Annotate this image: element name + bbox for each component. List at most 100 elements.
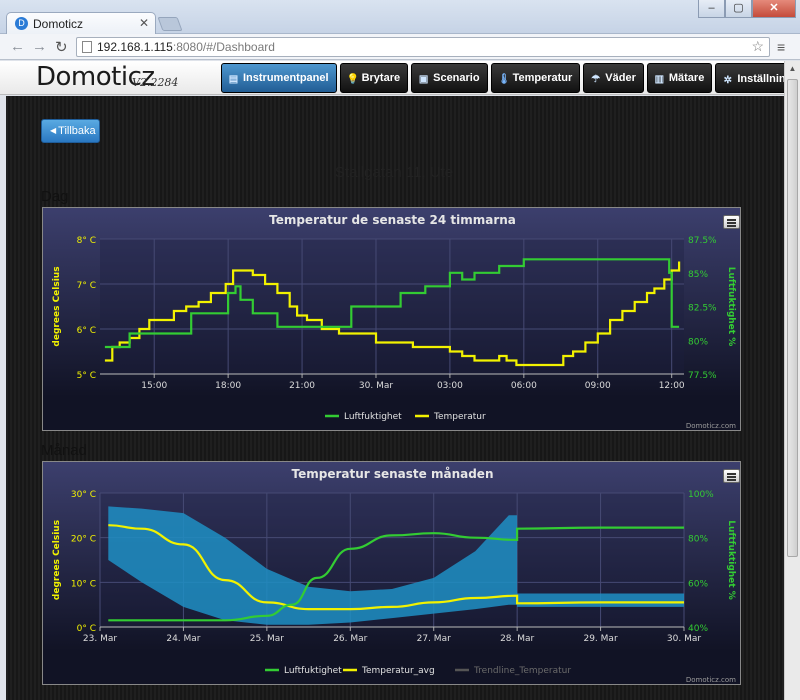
bookmark-star-icon[interactable]: ☆ xyxy=(751,38,764,54)
tab-close-icon[interactable]: ✕ xyxy=(138,16,149,30)
weather-icon: ☂ xyxy=(591,74,601,85)
window-close-icon[interactable]: ✕ xyxy=(752,0,796,18)
nav-item-label: Väder xyxy=(605,72,636,84)
back-button-label: Tillbaka xyxy=(58,125,96,137)
chart-credit: Domoticz.com xyxy=(686,422,736,430)
chart-svg: Temperatur de senaste 24 timmarna 5° C 6° … xyxy=(52,213,736,430)
browser-titlebar: D Domoticz ✕ – ▢ ✕ xyxy=(0,0,800,34)
y2-tick-label: 60% xyxy=(688,579,708,589)
back-button[interactable]: ◀ Tillbaka xyxy=(41,119,100,143)
scroll-up-icon[interactable]: ▲ xyxy=(788,64,797,73)
x-tick-label: 25. Mar xyxy=(250,634,284,644)
legend-entry: Luftfuktighet xyxy=(344,412,402,422)
nav-item-0[interactable]: ▤ Instrumentpanel xyxy=(221,63,337,93)
scene-icon: ▣ xyxy=(418,74,429,85)
nav-item-3[interactable]: 🌡 Temperatur xyxy=(490,63,581,93)
x-tick-label: 06:00 xyxy=(511,381,537,391)
x-tick-label: 23. Mar xyxy=(83,634,117,644)
y2-axis-title: Luftfuktighet % xyxy=(726,267,736,346)
dashboard-icon: ▤ xyxy=(228,74,239,85)
back-arrow-icon[interactable]: ← xyxy=(10,38,25,55)
caret-left-icon: ◀ xyxy=(50,126,57,135)
y2-tick-label: 82.5% xyxy=(688,304,717,314)
series-line-temperatur_avg xyxy=(108,524,684,611)
y-tick-label: 6° C xyxy=(77,326,96,336)
x-tick-label: 12:00 xyxy=(659,381,685,391)
bulb-icon: 💡 xyxy=(346,74,360,85)
series-line-luftfuktighet xyxy=(108,526,684,622)
y2-tick-label: 77.5% xyxy=(688,371,717,381)
window-controls: – ▢ ✕ xyxy=(698,0,796,18)
chart-export-menu-icon[interactable] xyxy=(723,469,740,483)
forward-arrow-icon[interactable]: → xyxy=(32,38,47,55)
legend-entry: Trendline_Temperatur xyxy=(473,666,571,676)
app-version: V2.2284 xyxy=(132,76,179,89)
browser-tab[interactable]: D Domoticz ✕ xyxy=(6,12,156,34)
x-tick-label: 09:00 xyxy=(585,381,611,391)
app-logo: Domoticz xyxy=(36,62,155,92)
x-tick-label: 28. Mar xyxy=(500,634,534,644)
x-tick-label: 18:00 xyxy=(215,381,241,391)
nav-item-5[interactable]: ▥ Mätare xyxy=(646,63,713,93)
url-host: 192.168.1.115 xyxy=(97,40,173,54)
y2-tick-label: 100% xyxy=(688,490,714,500)
series-line-temperatur xyxy=(104,261,681,367)
y-axis-title: degrees Celsius xyxy=(52,520,62,600)
page-icon xyxy=(82,41,92,53)
page-scrollbar[interactable]: ▲ xyxy=(784,61,800,700)
url-path: :8080/#/Dashboard xyxy=(172,40,275,54)
browser-menu-icon[interactable]: ≡ xyxy=(777,39,786,55)
thermometer-icon: 🌡 xyxy=(497,74,511,85)
nav-item-2[interactable]: ▣ Scenario xyxy=(411,63,488,93)
y-tick-label: 5° C xyxy=(77,371,96,381)
y-tick-label: 30° C xyxy=(71,490,96,500)
day-chart: Temperatur de senaste 24 timmarna 5° C 6° … xyxy=(42,207,741,431)
legend-entry: Temperatur xyxy=(433,412,486,422)
nav-item-label: Brytare xyxy=(361,72,401,84)
nav-item-4[interactable]: ☂ Väder xyxy=(583,63,644,93)
address-bar[interactable]: 192.168.1.115:8080/#/Dashboard ☆ xyxy=(76,37,770,57)
y2-tick-label: 87.5% xyxy=(688,236,717,246)
new-tab-button[interactable] xyxy=(157,17,183,31)
reload-icon[interactable]: ↻ xyxy=(55,39,68,56)
month-chart: Temperatur senaste månaden 0° C 10° C 20° C… xyxy=(42,461,741,685)
scrollbar-thumb[interactable] xyxy=(787,79,798,557)
minimize-icon[interactable]: – xyxy=(698,0,725,18)
main-nav: ▤ Instrumentpanel 💡 Brytare ▣ Scenario 🌡 Temper… xyxy=(221,63,800,93)
x-tick-label: 30. Mar xyxy=(359,381,393,391)
page-title: Stallgatan 11, Ute xyxy=(334,164,454,181)
chart-title: Temperatur de senaste 24 timmarna xyxy=(269,213,516,227)
y2-tick-label: 80% xyxy=(688,535,708,545)
nav-item-label: Mätare xyxy=(668,72,705,84)
app-header: Domoticz V2.2284 ▤ Instrumentpanel 💡 Brytar… xyxy=(0,61,800,95)
tab-title: Domoticz xyxy=(33,17,84,31)
y-tick-label: 7° C xyxy=(77,281,96,291)
x-tick-label: 27. Mar xyxy=(417,634,451,644)
x-tick-label: 03:00 xyxy=(437,381,463,391)
chart-export-menu-icon[interactable] xyxy=(723,215,740,229)
section-title-month: Månad xyxy=(41,442,87,459)
nav-item-label: Temperatur xyxy=(512,72,573,84)
chart-svg: Temperatur senaste månaden 0° C 10° C 20° C… xyxy=(52,467,736,684)
tools-icon: ✲ xyxy=(723,75,733,86)
legend-entry: Luftfuktighet xyxy=(284,666,342,676)
y-axis-title: degrees Celsius xyxy=(52,266,62,346)
y2-tick-label: 80% xyxy=(688,337,708,347)
x-tick-label: 29. Mar xyxy=(583,634,617,644)
x-tick-label: 24. Mar xyxy=(166,634,200,644)
meter-icon: ▥ xyxy=(654,74,665,85)
legend-entry: Temperatur_avg xyxy=(361,666,435,676)
x-tick-label: 21:00 xyxy=(289,381,315,391)
y-tick-label: 20° C xyxy=(71,535,96,545)
temperature-range-band xyxy=(108,506,685,625)
chart-title: Temperatur senaste månaden xyxy=(292,467,494,481)
nav-item-1[interactable]: 💡 Brytare xyxy=(339,63,409,93)
y2-tick-label: 40% xyxy=(688,624,708,634)
y-tick-label: 10° C xyxy=(71,579,96,589)
series-line-luftfuktighet xyxy=(104,258,680,349)
maximize-icon[interactable]: ▢ xyxy=(725,0,752,18)
section-title-day: Dag xyxy=(41,188,69,205)
y-tick-label: 0° C xyxy=(77,624,96,634)
x-tick-label: 26. Mar xyxy=(333,634,367,644)
x-tick-label: 15:00 xyxy=(141,381,167,391)
